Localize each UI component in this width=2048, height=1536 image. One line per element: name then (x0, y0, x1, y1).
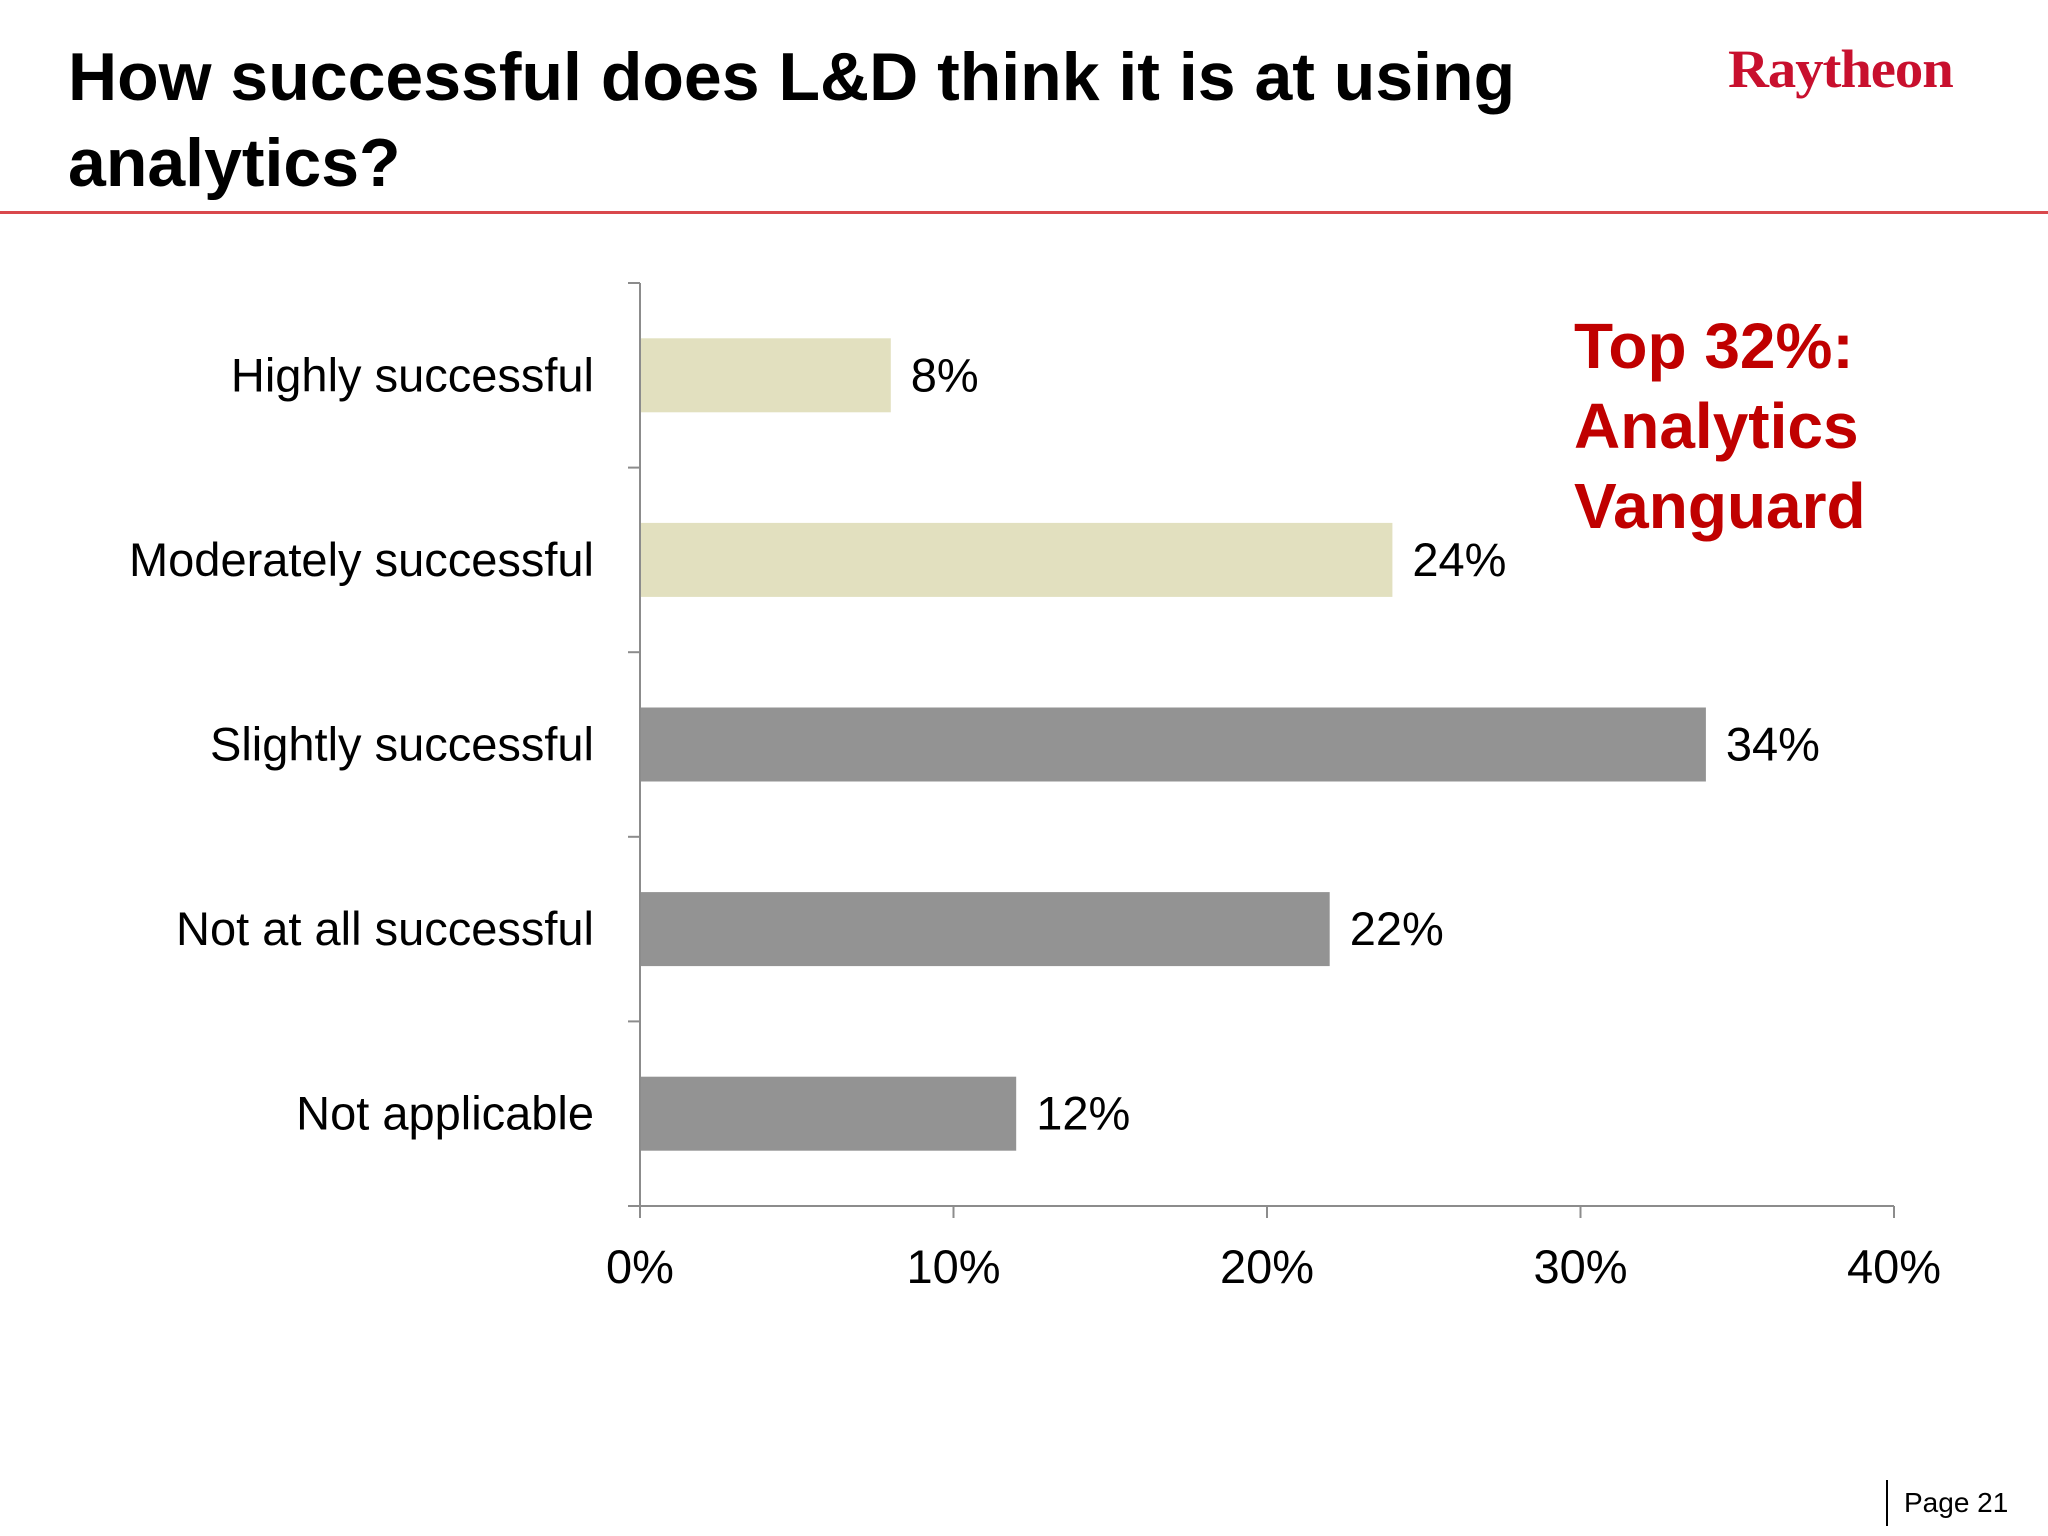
category-label: Not at all successful (176, 902, 594, 955)
page-number: Page 21 (1886, 1480, 2008, 1526)
x-tick-label: 0% (606, 1240, 674, 1293)
x-tick-label: 30% (1533, 1240, 1627, 1293)
callout-line: Vanguard (1574, 470, 1866, 542)
header-divider (0, 211, 2048, 214)
x-tick-label: 40% (1847, 1240, 1941, 1293)
category-label: Moderately successful (129, 533, 594, 586)
bar (641, 892, 1330, 967)
data-label: 22% (1350, 902, 1444, 955)
callout-line: Top 32%: (1574, 310, 1854, 382)
bar (641, 707, 1706, 782)
x-tick-label: 10% (906, 1240, 1000, 1293)
category-label: Slightly successful (210, 718, 594, 771)
data-label: 12% (1036, 1087, 1130, 1140)
callout-line: Analytics (1574, 390, 1859, 462)
analytics-vanguard-callout: Top 32%: Analytics Vanguard (1574, 306, 1866, 546)
raytheon-logo: Raytheon (1728, 39, 1954, 99)
x-tick-label: 20% (1220, 1240, 1314, 1293)
bar (641, 522, 1393, 597)
data-label: 34% (1726, 718, 1820, 771)
slide-title: How successful does L&D think it is at u… (68, 39, 1516, 201)
bar-chart: 0% 10% 20% 30% 40% Highly successful 8% Moderat… (129, 282, 1941, 1293)
category-label: Not applicable (296, 1087, 594, 1140)
data-label: 24% (1412, 533, 1506, 586)
category-label: Highly successful (231, 348, 594, 401)
bar (641, 338, 891, 413)
data-label: 8% (911, 348, 979, 401)
bar (641, 1076, 1017, 1151)
